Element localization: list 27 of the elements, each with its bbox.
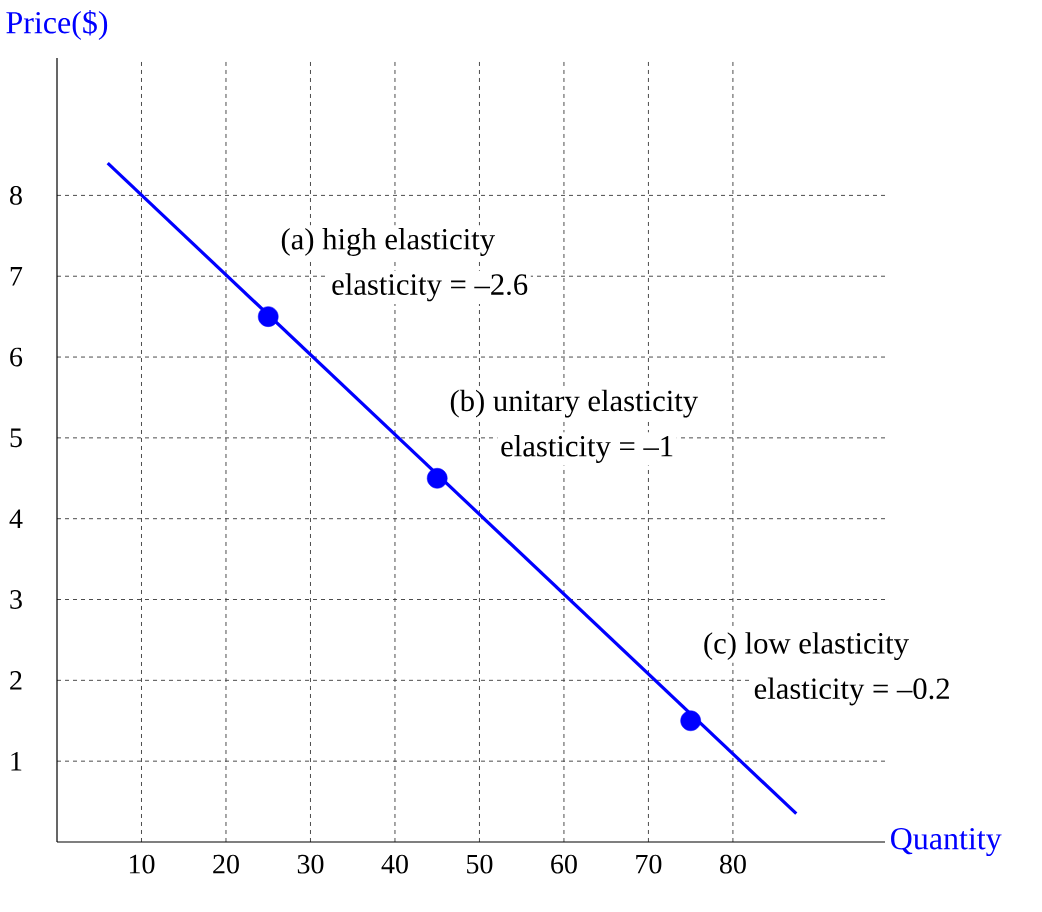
- annotation: (c) low elasticity: [704, 632, 909, 661]
- y-tick-label: 8: [10, 185, 22, 205]
- point: [257, 306, 279, 327]
- y-tick-label: 1: [11, 751, 22, 771]
- x-tick-label: 30: [297, 854, 324, 874]
- x-axis-title: Quantity: [891, 827, 1002, 857]
- x-tick-label: 40: [381, 854, 408, 874]
- y-tick-label: 4: [9, 509, 23, 528]
- y-tick-label: 2: [10, 671, 22, 690]
- x-tick-label: 20: [213, 854, 239, 874]
- point: [426, 468, 448, 489]
- annotation: elasticity = –2.6: [332, 273, 528, 302]
- y-tick-label: 6: [10, 347, 23, 367]
- annotation: elasticity = –0.2: [754, 677, 949, 706]
- x-tick-label: 80: [719, 854, 746, 874]
- x-tick-label: 10: [129, 854, 155, 874]
- y-axis-title: Price($): [6, 9, 108, 40]
- x-tick-label: 60: [551, 854, 577, 874]
- x-tick-label: 70: [636, 854, 662, 874]
- annotation: elasticity = –1: [501, 434, 673, 463]
- x-tick-label: 50: [467, 854, 493, 874]
- y-tick-label: 7: [10, 267, 23, 286]
- y-tick-label: 5: [10, 428, 22, 448]
- point: [680, 710, 701, 732]
- y-tick-label: 3: [10, 590, 22, 609]
- annotation: (a) high elasticity: [281, 228, 495, 256]
- annotation: (b) unitary elasticity: [450, 389, 699, 418]
